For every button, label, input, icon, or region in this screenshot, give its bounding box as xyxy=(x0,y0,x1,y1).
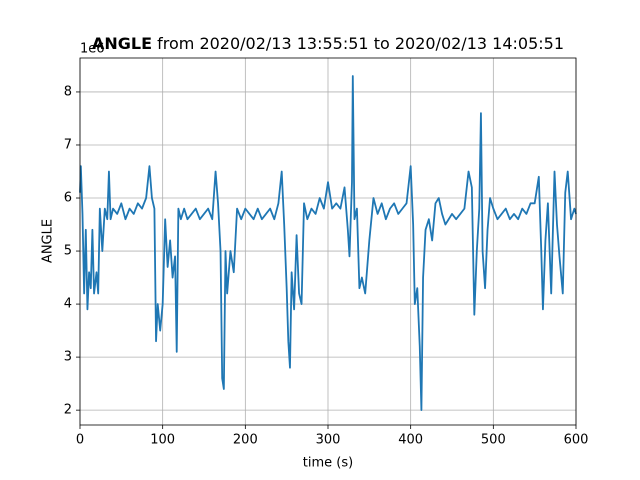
title-rest: from 2020/02/13 13:55:51 to 2020/02/13 1… xyxy=(152,34,564,53)
data-line xyxy=(79,75,577,412)
plot-frame xyxy=(79,57,577,426)
title-bold: ANGLE xyxy=(92,34,152,53)
x-tick-label: 200 xyxy=(233,433,258,448)
y-tick-label: 2 xyxy=(64,403,72,418)
x-tick-label: 0 xyxy=(76,433,84,448)
y-tick-label: 8 xyxy=(64,84,72,99)
y-tick-label: 7 xyxy=(64,137,72,152)
x-tick-label: 100 xyxy=(150,433,175,448)
y-tick-label: 4 xyxy=(64,297,72,312)
y-tick-label: 6 xyxy=(64,191,72,206)
x-tick-label: 500 xyxy=(481,433,506,448)
x-axis-label: time (s) xyxy=(303,456,353,471)
y-tick-label: 3 xyxy=(64,350,72,365)
y-tick-label: 5 xyxy=(64,244,72,259)
offset-label: 1e6 xyxy=(80,42,105,57)
x-tick-label: 600 xyxy=(564,433,589,448)
x-tick-label: 300 xyxy=(316,433,341,448)
y-axis-label: ANGLE xyxy=(41,219,56,263)
chart-title: ANGLE from 2020/02/13 13:55:51 to 2020/0… xyxy=(92,34,564,53)
x-tick-label: 400 xyxy=(398,433,423,448)
